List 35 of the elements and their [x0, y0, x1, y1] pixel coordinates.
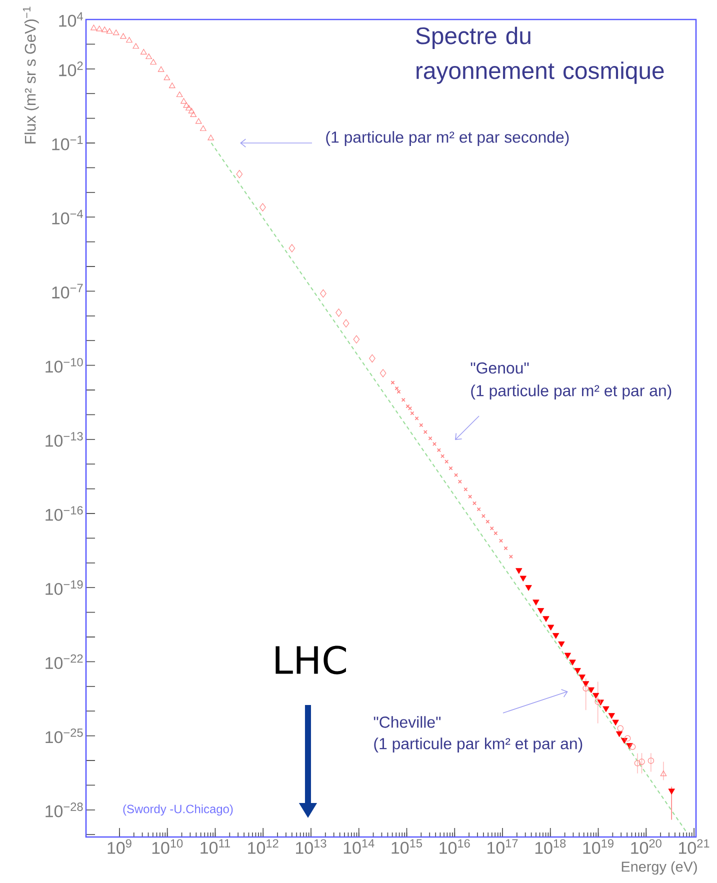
y-tick-label: 10$^{−16}$ — [46, 506, 83, 521]
x-tick-label: 10$^{19}$ — [583, 839, 614, 854]
y-tick-label: 10$^{−13}$ — [46, 432, 83, 447]
y-tick-label: 10$^{4}$ — [59, 12, 83, 27]
x-tick-label: 10$^{9}$ — [108, 839, 132, 854]
y-tick-label: 10$^{−25}$ — [46, 728, 83, 744]
x-tick-label: 10$^{17}$ — [488, 839, 518, 854]
annotation: "Cheville" — [374, 716, 441, 728]
annotation: (1 particule par m² et par an) — [471, 384, 672, 400]
y-tick-label: 10$^{−1}$ — [52, 136, 83, 150]
x-tick-label: 10$^{12}$ — [248, 839, 278, 854]
y-tick-label: 10$^{−7}$ — [52, 284, 83, 298]
y-tick-label: 10$^{−10}$ — [46, 358, 83, 373]
annotation: (1 particule par km² et par an) — [374, 738, 582, 752]
y-tick-label: 10$^{−28}$ — [46, 802, 83, 818]
x-tick-label: 10$^{11}$ — [200, 839, 230, 854]
x-axis-title: Energy (eV) — [622, 861, 697, 875]
x-tick-label: 10$^{20}$ — [631, 839, 662, 854]
x-tick-label: 10$^{18}$ — [535, 839, 566, 854]
y-tick-label: 10$^{−4}$ — [52, 210, 83, 224]
text: Spectre du rayonnement cosmique — [416, 26, 664, 84]
y-tick-label: 10$^{−19}$ — [46, 580, 83, 595]
x-tick-label: 10$^{10}$ — [152, 839, 183, 854]
annotation: "Genou" — [470, 362, 529, 374]
y-axis-title: Flux (m² sr s GeV)$^{−1}$ — [22, 6, 39, 144]
annotation: (1 particule par m² et par seconde) — [326, 131, 569, 146]
x-tick-label: 10$^{16}$ — [440, 839, 470, 854]
x-tick-label: 10$^{21}$ — [679, 839, 710, 854]
x-tick-label: 10$^{13}$ — [296, 839, 326, 854]
annotation: LHC — [276, 646, 346, 674]
annotation: (Swordy -U.Chicago) — [123, 804, 233, 816]
y-tick-label: 10$^{2}$ — [59, 62, 83, 76]
y-tick-label: 10$^{−22}$ — [46, 654, 83, 670]
x-tick-label: 10$^{15}$ — [392, 839, 422, 854]
x-tick-label: 10$^{14}$ — [344, 839, 374, 854]
